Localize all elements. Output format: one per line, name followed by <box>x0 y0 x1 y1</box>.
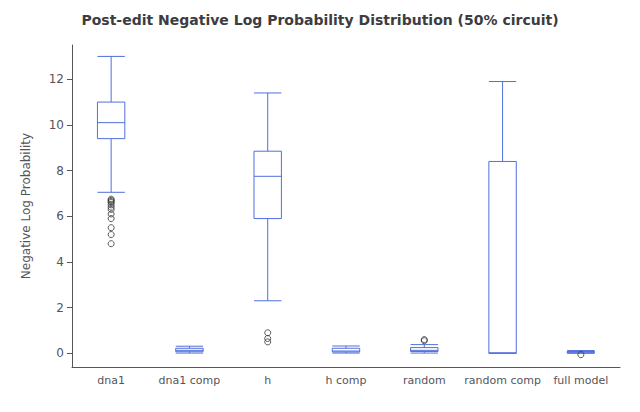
svg-text:12: 12 <box>49 72 64 86</box>
svg-text:h comp: h comp <box>326 374 367 387</box>
svg-text:random: random <box>403 374 446 387</box>
svg-text:8: 8 <box>56 164 64 178</box>
svg-text:0: 0 <box>56 346 64 360</box>
svg-text:dna1: dna1 <box>97 374 125 387</box>
svg-text:4: 4 <box>56 255 64 269</box>
svg-text:6: 6 <box>56 209 64 223</box>
svg-text:2: 2 <box>56 301 64 315</box>
svg-text:10: 10 <box>49 118 64 132</box>
svg-text:full model: full model <box>553 374 608 387</box>
svg-text:Post-edit Negative Log Probabi: Post-edit Negative Log Probability Distr… <box>81 12 558 28</box>
svg-text:random comp: random comp <box>464 374 541 387</box>
svg-text:Negative Log Probability: Negative Log Probability <box>19 133 33 279</box>
svg-text:dna1 comp: dna1 comp <box>159 374 221 387</box>
svg-text:h: h <box>264 374 271 387</box>
